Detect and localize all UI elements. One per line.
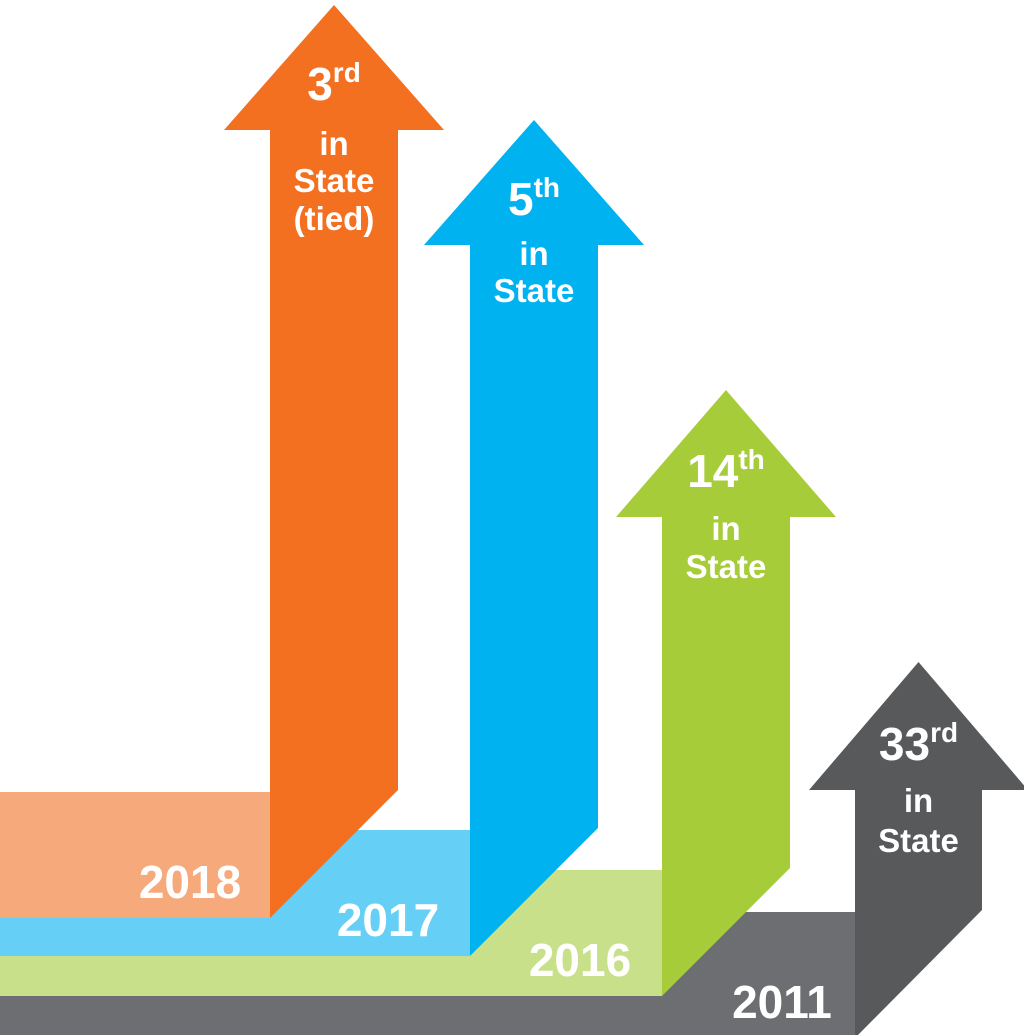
rank-label: 33rd (879, 717, 958, 770)
rank-text: State (878, 822, 959, 859)
rank-text: (tied) (294, 200, 375, 237)
rank-suffix: th (534, 172, 560, 203)
arrow (809, 662, 1024, 1035)
rank-text: State (494, 272, 575, 309)
rank-number: 14 (687, 445, 739, 497)
arrow (224, 5, 444, 918)
rank-text: in (519, 235, 548, 272)
year-label: 2017 (337, 894, 439, 946)
rank-label: 3rd (307, 57, 361, 110)
year-band (0, 792, 270, 918)
rank-text: State (294, 162, 375, 199)
rank-text: in (711, 510, 740, 547)
rank-text: State (686, 548, 767, 585)
year-label: 2018 (139, 856, 241, 908)
rank-suffix: rd (930, 717, 958, 748)
year-label: 2011 (732, 976, 832, 1028)
rank-number: 3 (307, 58, 333, 110)
rank-suffix: rd (333, 57, 361, 88)
rank-label: 14th (687, 444, 765, 497)
rank-suffix: th (738, 444, 764, 475)
arrow (424, 120, 644, 956)
rank-label: 5th (508, 172, 560, 225)
year-label: 2016 (529, 934, 631, 986)
arrow (616, 390, 836, 996)
rank-text: in (904, 782, 933, 819)
rank-number: 5 (508, 173, 534, 225)
rank-text: in (319, 125, 348, 162)
rank-number: 33 (879, 718, 930, 770)
